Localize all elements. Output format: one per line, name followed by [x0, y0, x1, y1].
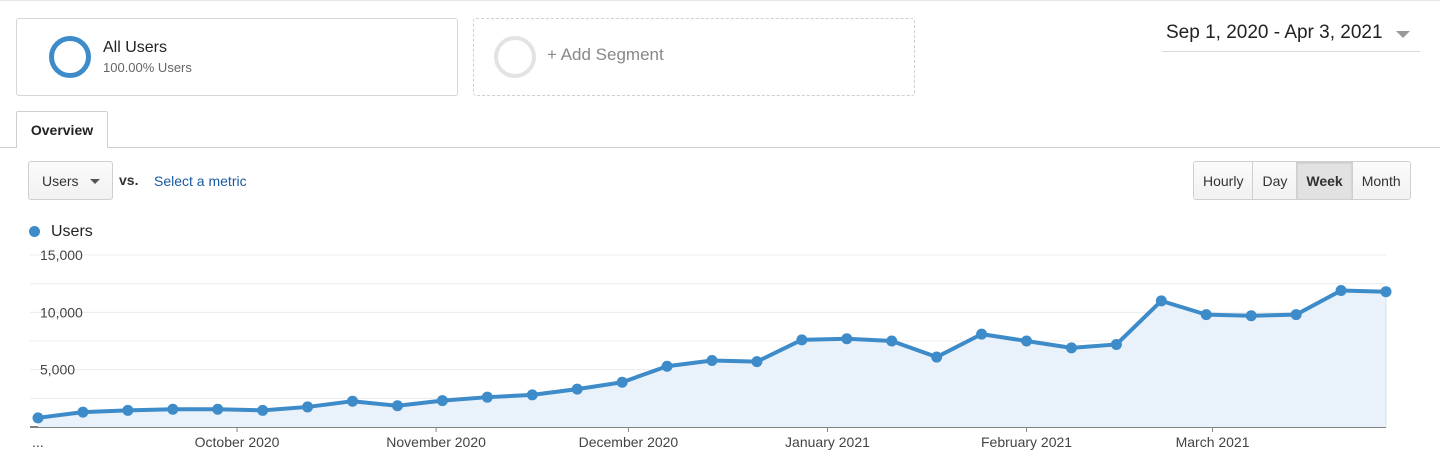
- data-point: [526, 389, 538, 401]
- chart-points: [32, 285, 1392, 424]
- segment-circle-icon: [49, 36, 91, 78]
- tab-divider: [0, 147, 1440, 148]
- segment-all-users[interactable]: All Users 100.00% Users: [16, 18, 458, 96]
- legend-dot-icon: [29, 226, 40, 237]
- data-point: [1290, 309, 1302, 321]
- data-point: [122, 404, 134, 416]
- data-point: [841, 333, 853, 345]
- granularity-toggle: Hourly Day Week Month: [1193, 161, 1411, 200]
- x-tick-label: February 2021: [981, 434, 1072, 450]
- day-button[interactable]: Day: [1252, 162, 1297, 199]
- data-point: [1380, 286, 1392, 298]
- data-point: [257, 404, 269, 416]
- x-tick-label: ...: [32, 434, 44, 450]
- data-point: [976, 328, 988, 340]
- month-button[interactable]: Month: [1351, 162, 1410, 199]
- hourly-button[interactable]: Hourly: [1194, 162, 1253, 199]
- date-range-text: Sep 1, 2020 - Apr 3, 2021: [1166, 22, 1383, 43]
- y-axis-labels: 15,000 10,000 5,000: [40, 247, 83, 378]
- data-point: [751, 356, 763, 368]
- data-point: [481, 391, 493, 403]
- data-point: [436, 395, 448, 407]
- segment-subtitle: 100.00% Users: [103, 60, 192, 75]
- x-axis-labels: ... October 2020 November 2020 December 202…: [32, 427, 1250, 450]
- data-point: [212, 403, 224, 415]
- caret-down-icon: [90, 179, 100, 184]
- add-segment-label: + Add Segment: [547, 45, 664, 64]
- metric-dropdown[interactable]: Users: [28, 161, 113, 200]
- x-tick-label: October 2020: [195, 434, 280, 450]
- legend-label: Users: [51, 223, 93, 240]
- x-tick-label: November 2020: [386, 434, 486, 450]
- data-point: [796, 334, 808, 346]
- date-range-picker[interactable]: Sep 1, 2020 - Apr 3, 2021: [1162, 22, 1420, 52]
- segment-name: All Users: [103, 39, 168, 56]
- x-tick-label: January 2021: [785, 434, 870, 450]
- data-point: [391, 400, 403, 412]
- select-metric-link[interactable]: Select a metric: [154, 173, 247, 189]
- data-point: [571, 383, 583, 395]
- week-button[interactable]: Week: [1296, 162, 1352, 199]
- metric-dropdown-value: Users: [42, 173, 79, 189]
- data-point: [1335, 285, 1347, 297]
- data-point: [1110, 338, 1122, 350]
- data-point: [931, 351, 943, 363]
- y-tick-label: 15,000: [40, 247, 83, 263]
- data-point: [32, 412, 44, 424]
- data-point: [616, 376, 628, 388]
- data-point: [706, 354, 718, 366]
- y-tick-label: 5,000: [40, 362, 75, 378]
- caret-down-icon: [1396, 31, 1410, 38]
- data-point: [77, 406, 89, 418]
- data-point: [1021, 335, 1033, 347]
- area-fill: [38, 290, 1386, 427]
- tab-overview[interactable]: Overview: [16, 111, 108, 148]
- y-tick-label: 10,000: [40, 304, 83, 320]
- data-point: [661, 360, 673, 372]
- vs-label: vs.: [119, 172, 139, 188]
- top-border: [0, 0, 1440, 7]
- data-point: [1065, 342, 1077, 354]
- x-tick-label: March 2021: [1176, 434, 1250, 450]
- x-tick-label: December 2020: [579, 434, 679, 450]
- tab-overview-label: Overview: [30, 122, 94, 138]
- data-point: [1200, 309, 1212, 321]
- data-point: [167, 403, 179, 415]
- users-line-chart: 15,000 10,000 5,000 ... October 2020 Novembe…: [30, 247, 1392, 450]
- data-point: [302, 401, 314, 413]
- empty-segment-circle-icon: [494, 36, 536, 78]
- add-segment-button[interactable]: + Add Segment: [473, 18, 915, 96]
- data-point: [347, 395, 359, 407]
- data-point: [1155, 295, 1167, 307]
- data-point: [886, 335, 898, 347]
- data-point: [1245, 310, 1257, 322]
